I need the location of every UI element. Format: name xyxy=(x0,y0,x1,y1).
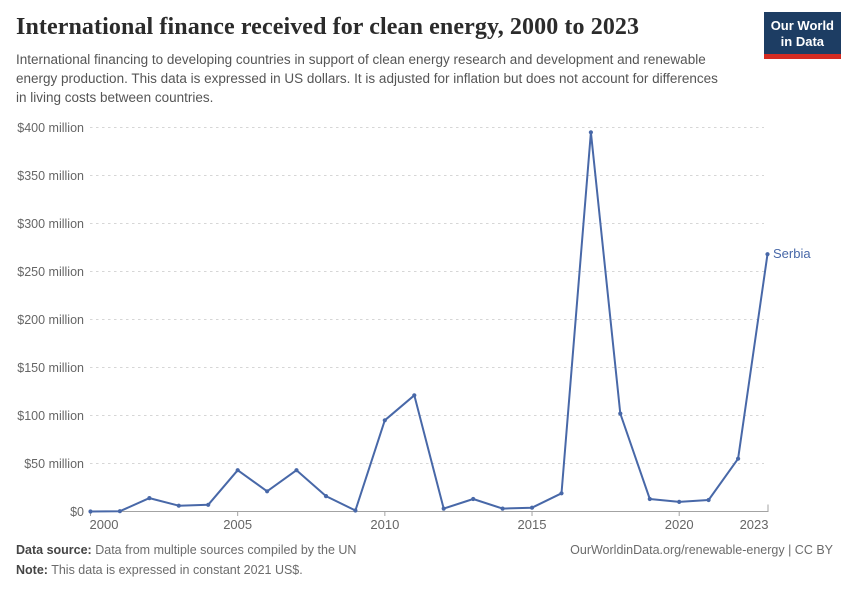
data-point xyxy=(147,496,152,501)
data-point xyxy=(441,506,446,511)
data-source-line: Data source: Data from multiple sources … xyxy=(16,541,356,561)
x-axis-tick-label: 2005 xyxy=(223,517,252,532)
y-axis-tick-label: $200 million xyxy=(17,313,84,327)
x-axis-tick-label: 2000 xyxy=(90,517,119,532)
owid-logo: Our World in Data xyxy=(763,12,841,60)
data-point xyxy=(471,496,476,502)
series-end-label: Serbia xyxy=(773,246,811,261)
data-point xyxy=(294,468,299,473)
y-axis-tick-label: $300 million xyxy=(17,217,84,231)
data-source-label: Data source: xyxy=(16,543,92,557)
data-line-serbia xyxy=(89,131,769,513)
data-point xyxy=(677,499,682,504)
note-text: This data is expressed in constant 2021 … xyxy=(51,562,303,577)
x-axis-tick-label: 2015 xyxy=(518,517,547,532)
chart-header: International finance received for clean… xyxy=(0,0,850,107)
data-point xyxy=(206,502,211,507)
chart-footer: Data source: Data from multiple sources … xyxy=(0,541,850,581)
data-point xyxy=(235,468,240,473)
data-point xyxy=(117,509,122,514)
data-point xyxy=(176,503,181,508)
x-axis-tick-label: 2020 xyxy=(665,517,694,532)
x-axis-tick-label: 2023 xyxy=(740,517,769,532)
note-line: Note: This data is expressed in constant… xyxy=(16,561,833,581)
data-point xyxy=(500,506,505,511)
y-axis-tick-label: $50 million xyxy=(24,457,84,471)
owid-logo-line1: Our World xyxy=(770,18,834,33)
note-label: Note: xyxy=(16,562,48,577)
y-axis-tick-label: $250 million xyxy=(17,265,84,279)
y-axis-tick-label: $350 million xyxy=(17,169,84,183)
data-point xyxy=(559,491,564,496)
data-point xyxy=(353,508,358,513)
y-axis-tick-label: $150 million xyxy=(17,361,84,375)
data-point xyxy=(265,489,270,494)
chart-title: International finance received for clean… xyxy=(16,14,640,40)
data-point xyxy=(88,509,93,514)
data-point xyxy=(647,496,652,502)
data-point xyxy=(736,456,741,461)
data-point xyxy=(323,494,329,499)
data-point xyxy=(765,252,770,257)
x-axis-tick-label: 2010 xyxy=(370,517,399,532)
y-axis-tick-label: $100 million xyxy=(17,409,84,423)
data-point xyxy=(529,505,535,510)
data-source-text: Data from multiple sources compiled by t… xyxy=(95,543,357,557)
line-chart-canvas: $0 $50 million $100 million $150 million $20… xyxy=(17,121,811,532)
data-point xyxy=(412,393,417,398)
y-axis-tick-label: $0 xyxy=(70,505,84,519)
data-point xyxy=(618,411,623,416)
owid-logo-line2: in Data xyxy=(780,33,825,49)
data-point xyxy=(588,130,594,135)
attribution-text: OurWorldinData.org/renewable-energy | CC… xyxy=(570,543,833,557)
y-axis-tick-label: $400 million xyxy=(17,121,84,135)
data-point xyxy=(706,497,711,503)
chart-subtitle: International financing to developing co… xyxy=(16,51,718,105)
data-point xyxy=(382,418,387,423)
line-chart: $0 $50 million $100 million $150 million $20… xyxy=(0,108,850,548)
